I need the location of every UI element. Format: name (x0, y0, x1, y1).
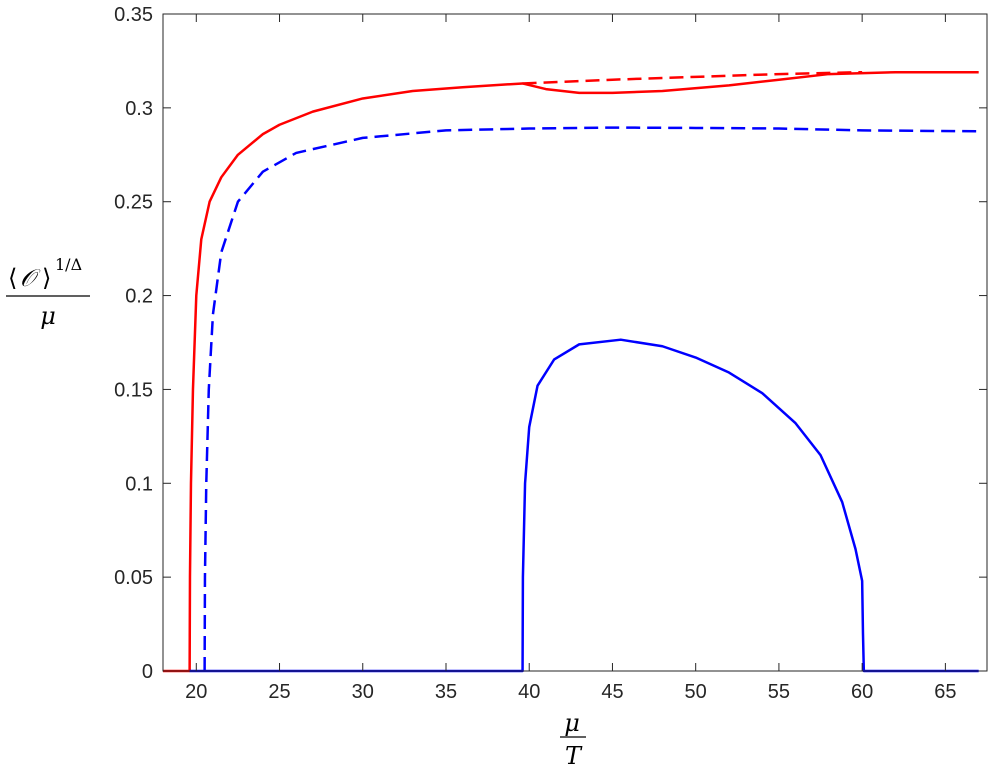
tick-layer: 20 25 30 35 40 45 50 55 60 65 0 0.05 0.1 0.15 0.2 0.25 0… (114, 4, 987, 703)
x-tick-label: 45 (601, 681, 623, 703)
y-label-denominator: μ (40, 302, 56, 330)
y-tick-label: 0 (142, 661, 153, 683)
y-tick-label: 0.1 (125, 473, 153, 495)
y-label-open-bracket: ⟨ (8, 264, 17, 292)
plot-area (163, 14, 987, 671)
series-line-4 (189, 338, 979, 673)
series-line-3 (203, 126, 979, 672)
y-tick-label: 0.05 (114, 567, 153, 589)
y-tick-label: 0.25 (114, 192, 153, 214)
y-label-operator: 𝒪 (20, 264, 41, 292)
x-tick-label: 50 (685, 681, 707, 703)
y-label-close-bracket: ⟩ (42, 264, 51, 292)
x-tick-label: 65 (934, 681, 956, 703)
y-axis-label: ⟨ 𝒪 ⟩ 1/Δ μ (6, 255, 90, 330)
y-tick-label: 0.35 (114, 4, 153, 26)
x-axis-label: μ T (560, 709, 586, 770)
x-tick-label: 55 (768, 681, 790, 703)
x-tick-label: 60 (851, 681, 873, 703)
y-tick-label: 0.15 (114, 379, 153, 401)
series-layer (163, 70, 979, 673)
x-label-denominator: T (565, 742, 583, 770)
x-tick-label: 35 (435, 681, 457, 703)
x-label-numerator: μ (564, 709, 580, 737)
plot-frame (162, 13, 988, 672)
x-tick-label: 30 (352, 681, 374, 703)
series-line-1 (163, 70, 979, 673)
series-line-2 (522, 70, 863, 85)
y-tick-label: 0.2 (125, 286, 153, 308)
x-tick-label: 20 (185, 681, 207, 703)
y-label-exponent: 1/Δ (55, 255, 82, 274)
x-tick-label: 40 (518, 681, 540, 703)
x-tick-label: 25 (268, 681, 290, 703)
y-tick-label: 0.3 (125, 98, 153, 120)
